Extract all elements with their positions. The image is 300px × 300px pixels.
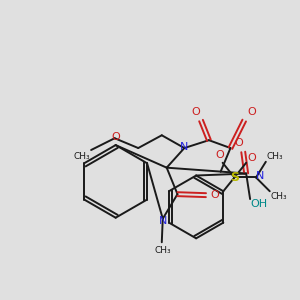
Text: O: O <box>210 190 219 200</box>
Text: O: O <box>192 107 200 117</box>
Text: CH₃: CH₃ <box>266 152 283 161</box>
Text: CH₃: CH₃ <box>154 246 171 255</box>
Text: O: O <box>111 132 120 142</box>
Text: O: O <box>234 138 243 148</box>
Text: OH: OH <box>250 199 268 209</box>
Text: CH₃: CH₃ <box>74 152 91 161</box>
Text: N: N <box>159 216 167 226</box>
Text: N: N <box>256 170 264 181</box>
Text: O: O <box>248 107 256 117</box>
Text: N: N <box>180 142 188 152</box>
Text: O: O <box>215 150 224 160</box>
Text: S: S <box>230 171 239 184</box>
Text: O: O <box>248 153 256 163</box>
Text: CH₃: CH₃ <box>270 192 287 201</box>
